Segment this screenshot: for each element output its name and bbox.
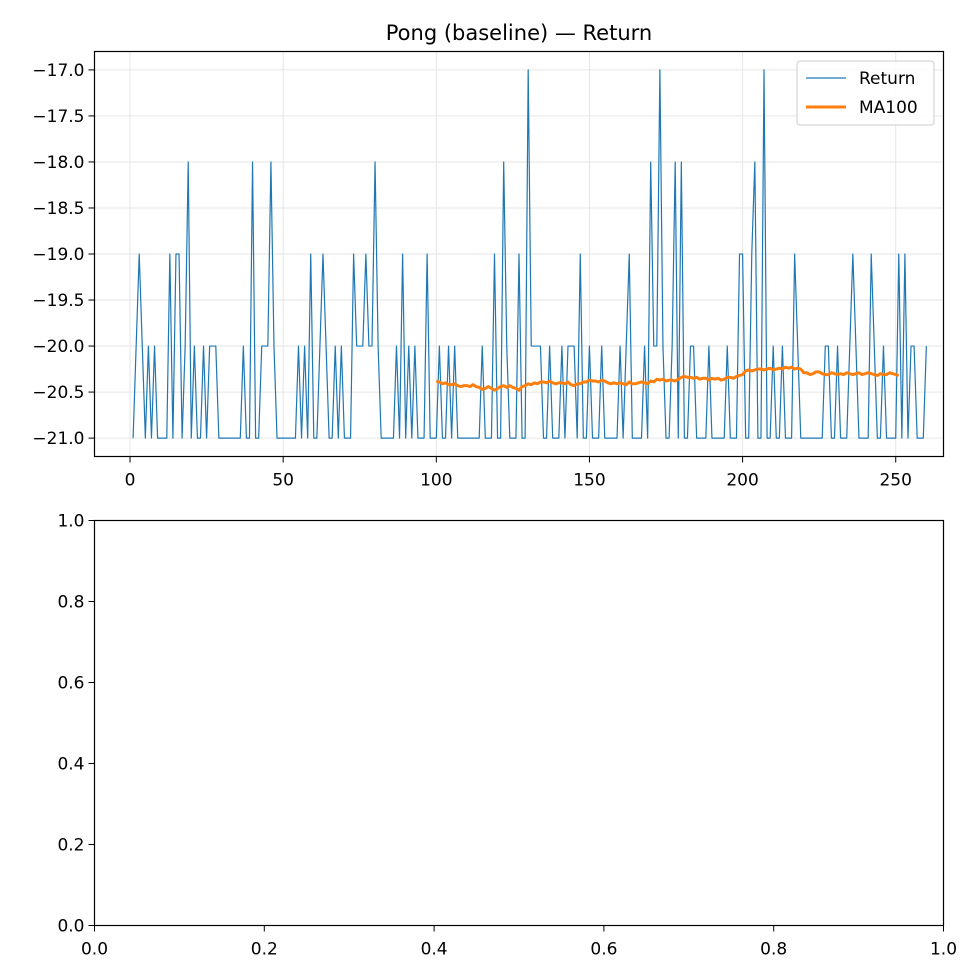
y-tick-label: 0.8 bbox=[57, 593, 84, 613]
x-tick-label: 200 bbox=[726, 471, 758, 491]
x-axis: 0.0 0.2 0.4 0.6 0.8 1.0 bbox=[81, 925, 957, 960]
y-axis: 0.0 0.2 0.4 0.6 0.8 1.0 bbox=[57, 512, 95, 937]
x-tick-label: 0.4 bbox=[421, 940, 448, 960]
x-tick-label: 150 bbox=[573, 471, 605, 491]
x-tick-label: 0.2 bbox=[251, 940, 278, 960]
y-tick-label: −17.0 bbox=[32, 61, 84, 81]
y-tick-label: 0.6 bbox=[57, 674, 84, 694]
x-tick-label: 100 bbox=[420, 471, 452, 491]
y-tick-label: 1.0 bbox=[57, 512, 84, 532]
y-tick-label: −19.0 bbox=[32, 245, 84, 265]
plot-area-frame bbox=[93, 519, 945, 927]
x-tick-label: 1.0 bbox=[930, 940, 957, 960]
legend-box bbox=[796, 60, 935, 126]
x-tick-label: 0.8 bbox=[760, 940, 787, 960]
x-tick-label: 0 bbox=[125, 471, 136, 491]
x-axis: 0 50 100 150 200 250 bbox=[125, 456, 912, 491]
y-tick-label: −20.5 bbox=[32, 383, 84, 403]
ma100-series-line bbox=[435, 365, 900, 392]
chart-title: Pong (baseline) — Return bbox=[386, 21, 652, 45]
y-tick-label: −17.5 bbox=[32, 107, 84, 127]
y-tick-label: −18.0 bbox=[32, 153, 84, 173]
y-tick-label: −19.5 bbox=[32, 291, 84, 311]
x-tick-label: 50 bbox=[272, 471, 294, 491]
y-tick-label: 0.2 bbox=[57, 836, 84, 856]
plot-series bbox=[132, 69, 927, 439]
returns-chart: Pong (baseline) — Return 0 50 100 150 200 250… bbox=[32, 21, 945, 491]
empty-chart: 0.0 0.2 0.4 0.6 0.8 1.0 0.0 0.2 0.4 0.6 0.8 1.0 bbox=[57, 512, 957, 960]
legend-ma100-label: MA100 bbox=[859, 98, 918, 118]
y-tick-label: 0.4 bbox=[57, 755, 84, 775]
y-tick-label: −21.0 bbox=[32, 429, 84, 449]
y-tick-label: −20.0 bbox=[32, 337, 84, 357]
y-tick-label: −18.5 bbox=[32, 199, 84, 219]
y-axis: −17.0 −17.5 −18.0 −18.5 −19.0 −19.5 −20.0 −20.5… bbox=[32, 61, 95, 449]
legend-return-label: Return bbox=[859, 69, 915, 89]
legend: Return MA100 bbox=[796, 60, 935, 126]
return-series-line bbox=[132, 69, 927, 439]
x-tick-label: 0.0 bbox=[81, 940, 108, 960]
x-tick-label: 250 bbox=[879, 471, 911, 491]
y-tick-label: 0.0 bbox=[57, 917, 84, 937]
x-tick-label: 0.6 bbox=[590, 940, 617, 960]
